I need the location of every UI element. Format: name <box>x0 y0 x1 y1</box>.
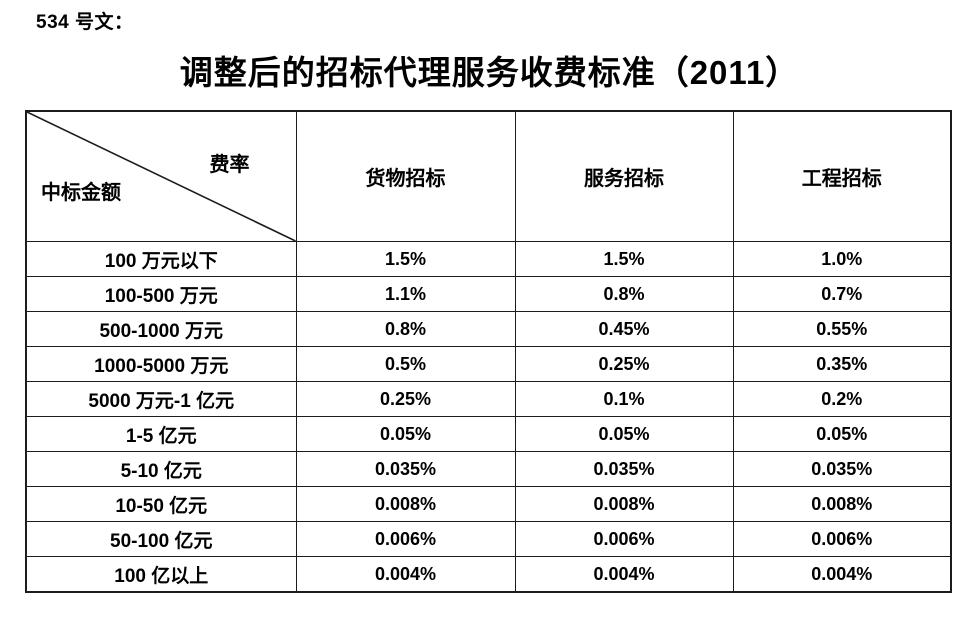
service-rate-cell: 1.5% <box>514 241 734 277</box>
table-row: 100 亿以上 0.004% 0.004% 0.004% <box>25 556 952 593</box>
goods-rate-cell: 0.25% <box>295 381 516 417</box>
goods-rate-cell: 0.008% <box>295 486 516 522</box>
table-row: 10-50 亿元 0.008% 0.008% 0.008% <box>25 486 952 522</box>
diagonal-divider-line <box>27 112 295 241</box>
table-row: 5-10 亿元 0.035% 0.035% 0.035% <box>25 451 952 487</box>
goods-rate-cell: 0.05% <box>295 416 516 452</box>
amount-range-cell: 5-10 亿元 <box>25 451 297 487</box>
amount-range-cell: 10-50 亿元 <box>25 486 297 522</box>
engineering-rate-cell: 0.2% <box>732 381 952 417</box>
corner-label-rate: 费率 <box>209 154 250 176</box>
fee-standard-table: 费率 中标金额 货物招标 服务招标 工程招标 100 万元以下 1.5% 1.5… <box>25 110 952 593</box>
engineering-rate-cell: 0.7% <box>732 276 952 312</box>
service-rate-cell: 0.05% <box>514 416 734 452</box>
table-row: 100-500 万元 1.1% 0.8% 0.7% <box>25 276 952 312</box>
corner-header-cell: 费率 中标金额 <box>25 110 297 242</box>
table-row: 500-1000 万元 0.8% 0.45% 0.55% <box>25 311 952 347</box>
goods-rate-cell: 0.004% <box>295 556 516 593</box>
amount-range-cell: 1000-5000 万元 <box>25 346 297 382</box>
amount-range-cell: 1-5 亿元 <box>25 416 297 452</box>
column-header-engineering: 工程招标 <box>732 110 952 242</box>
goods-rate-cell: 0.006% <box>295 521 516 557</box>
doc-number-label: 534 号文： <box>36 12 134 33</box>
engineering-rate-cell: 0.008% <box>732 486 952 522</box>
amount-range-cell: 100-500 万元 <box>25 276 297 312</box>
table-row: 1-5 亿元 0.05% 0.05% 0.05% <box>25 416 952 452</box>
engineering-rate-cell: 0.004% <box>732 556 952 593</box>
engineering-rate-cell: 0.006% <box>732 521 952 557</box>
service-rate-cell: 0.25% <box>514 346 734 382</box>
amount-range-cell: 100 亿以上 <box>25 556 297 593</box>
table-header-row: 费率 中标金额 货物招标 服务招标 工程招标 <box>25 110 952 242</box>
service-rate-cell: 0.004% <box>514 556 734 593</box>
service-rate-cell: 0.035% <box>514 451 734 487</box>
service-rate-cell: 0.8% <box>514 276 734 312</box>
column-header-goods: 货物招标 <box>295 110 516 242</box>
table-row: 5000 万元-1 亿元 0.25% 0.1% 0.2% <box>25 381 952 417</box>
amount-range-cell: 5000 万元-1 亿元 <box>25 381 297 417</box>
page-title: 调整后的招标代理服务收费标准（2011） <box>179 54 800 91</box>
amount-range-cell: 100 万元以下 <box>25 241 297 277</box>
amount-range-cell: 50-100 亿元 <box>25 521 297 557</box>
service-rate-cell: 0.45% <box>514 311 734 347</box>
goods-rate-cell: 1.5% <box>295 241 516 277</box>
column-header-service: 服务招标 <box>514 110 734 242</box>
engineering-rate-cell: 0.035% <box>732 451 952 487</box>
table-row: 1000-5000 万元 0.5% 0.25% 0.35% <box>25 346 952 382</box>
goods-rate-cell: 0.035% <box>295 451 516 487</box>
corner-label-amount: 中标金额 <box>41 182 121 204</box>
service-rate-cell: 0.1% <box>514 381 734 417</box>
goods-rate-cell: 1.1% <box>295 276 516 312</box>
amount-range-cell: 500-1000 万元 <box>25 311 297 347</box>
table-row: 100 万元以下 1.5% 1.5% 1.0% <box>25 241 952 277</box>
goods-rate-cell: 0.8% <box>295 311 516 347</box>
engineering-rate-cell: 0.55% <box>732 311 952 347</box>
engineering-rate-cell: 0.35% <box>732 346 952 382</box>
goods-rate-cell: 0.5% <box>295 346 516 382</box>
engineering-rate-cell: 1.0% <box>732 241 952 277</box>
service-rate-cell: 0.006% <box>514 521 734 557</box>
engineering-rate-cell: 0.05% <box>732 416 952 452</box>
table-row: 50-100 亿元 0.006% 0.006% 0.006% <box>25 521 952 557</box>
service-rate-cell: 0.008% <box>514 486 734 522</box>
